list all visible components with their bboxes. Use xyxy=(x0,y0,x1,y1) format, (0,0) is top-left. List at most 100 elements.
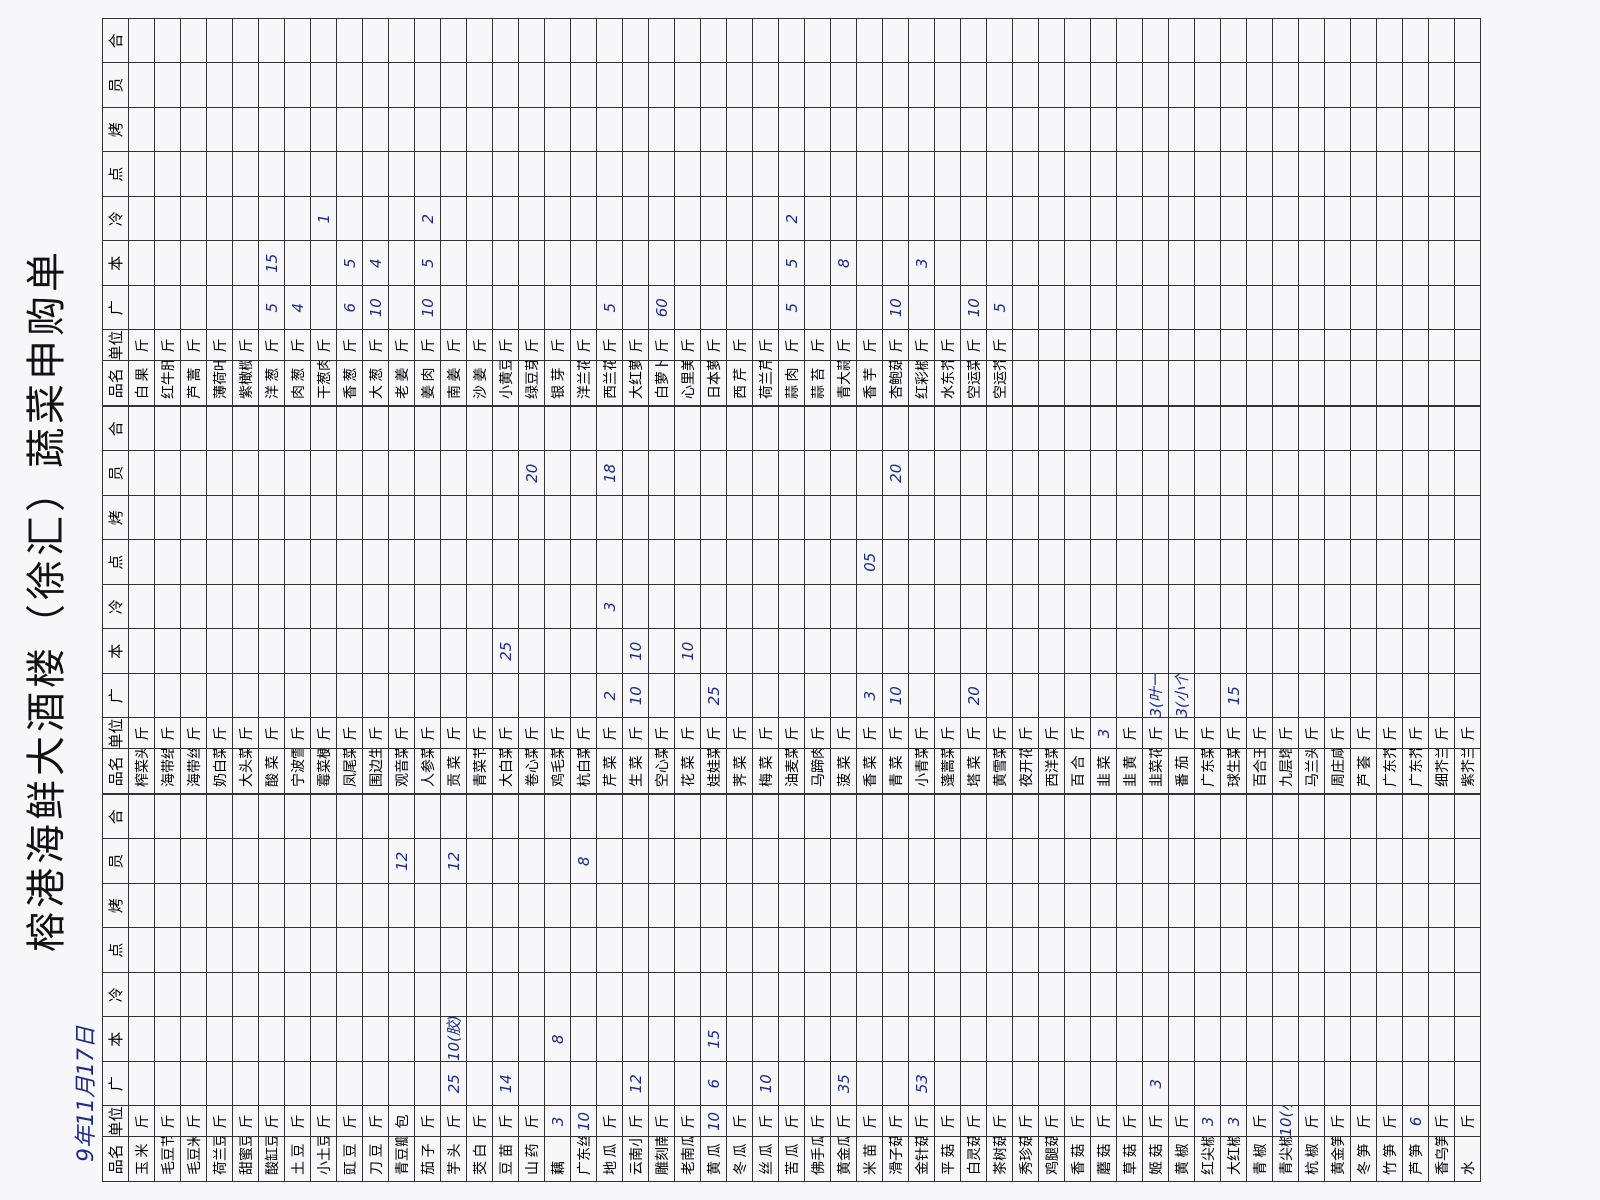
quantity xyxy=(804,928,831,973)
quantity xyxy=(232,152,259,197)
unit: 斤 xyxy=(778,718,805,749)
item-row: 奶白菜斤 xyxy=(206,406,233,794)
quantity xyxy=(622,152,649,197)
quantity xyxy=(1376,883,1403,928)
item-row: 大头菜斤 xyxy=(232,406,259,794)
unit: 斤 xyxy=(830,1106,857,1137)
item-name: 塔菜 xyxy=(960,749,987,794)
quantity: 20 xyxy=(518,451,545,496)
quantity xyxy=(180,540,207,585)
quantity xyxy=(1402,972,1429,1017)
item-row: 老姜斤 xyxy=(388,18,415,406)
quantity: 10 xyxy=(674,629,701,674)
quantity xyxy=(492,107,519,152)
quantity xyxy=(1454,107,1481,152)
unit: 斤 xyxy=(986,1106,1013,1137)
item-row: 茶树菇斤 xyxy=(986,794,1013,1182)
quantity xyxy=(466,883,493,928)
quantity xyxy=(544,406,571,451)
quantity xyxy=(310,107,337,152)
quantity xyxy=(1246,839,1273,884)
quantity xyxy=(674,928,701,973)
quantity xyxy=(1376,196,1403,241)
quantity xyxy=(284,928,311,973)
quantity xyxy=(700,152,727,197)
quantity xyxy=(1246,18,1273,63)
quantity xyxy=(804,883,831,928)
item-name: 老南瓜 xyxy=(674,1137,701,1182)
quantity: 8 xyxy=(570,839,597,884)
item-row: 娃娃菜斤 25 xyxy=(700,406,727,794)
column-header: 合 xyxy=(102,18,129,63)
unit xyxy=(1298,330,1325,361)
item-row: 山药斤 xyxy=(518,794,545,1182)
quantity xyxy=(778,972,805,1017)
quantity xyxy=(1220,107,1247,152)
quantity xyxy=(596,972,623,1017)
quantity: 35 xyxy=(830,1061,857,1106)
item-name: 洋葱 xyxy=(258,361,285,406)
quantity xyxy=(1142,196,1169,241)
quantity xyxy=(570,495,597,540)
quantity xyxy=(1324,241,1351,286)
quantity xyxy=(1324,794,1351,839)
quantity xyxy=(1194,1017,1221,1062)
quantity xyxy=(492,241,519,286)
unit: 斤 xyxy=(440,330,467,361)
quantity xyxy=(596,241,623,286)
quantity xyxy=(1324,18,1351,63)
quantity xyxy=(180,451,207,496)
quantity xyxy=(700,794,727,839)
quantity: 3 xyxy=(1142,1061,1169,1106)
item-row: 广东芥菜斤 xyxy=(1376,406,1403,794)
quantity xyxy=(1194,495,1221,540)
quantity xyxy=(388,673,415,718)
item-row: 红彩椒斤 3 xyxy=(908,18,935,406)
quantity: 18 xyxy=(596,451,623,496)
quantity xyxy=(1090,540,1117,585)
quantity xyxy=(206,285,233,330)
quantity xyxy=(804,794,831,839)
quantity xyxy=(1454,451,1481,496)
quantity xyxy=(1142,883,1169,928)
tables: 品名 单位广本冷点烤员合玉米斤毛豆节斤毛豆米斤荷兰豆斤甜蜜豆斤酸缸豆斤土豆斤小土豆… xyxy=(102,18,1481,1182)
quantity xyxy=(1324,928,1351,973)
quantity: 10 xyxy=(752,1061,779,1106)
quantity xyxy=(908,18,935,63)
quantity xyxy=(1220,1061,1247,1106)
item-row: 九层塔斤 xyxy=(1272,406,1299,794)
quantity xyxy=(492,406,519,451)
quantity xyxy=(830,63,857,108)
unit: 斤 xyxy=(700,718,727,749)
item-name xyxy=(1116,361,1143,406)
item-name: 百合王 xyxy=(1246,749,1273,794)
quantity xyxy=(414,794,441,839)
item-row: 空运菜心斤 10 xyxy=(960,18,987,406)
quantity xyxy=(154,107,181,152)
quantity xyxy=(1350,972,1377,1017)
quantity xyxy=(856,196,883,241)
unit: 斤 xyxy=(882,330,909,361)
item-name: 日本萝卜 xyxy=(700,361,727,406)
quantity xyxy=(518,928,545,973)
item-row xyxy=(1376,18,1403,406)
quantity xyxy=(1324,1061,1351,1106)
quantity xyxy=(1402,673,1429,718)
quantity xyxy=(1298,584,1325,629)
quantity xyxy=(1428,107,1455,152)
unit: 10(小条) xyxy=(1272,1106,1299,1137)
quantity: 60 xyxy=(648,285,675,330)
quantity xyxy=(856,63,883,108)
quantity xyxy=(518,883,545,928)
quantity xyxy=(1376,1061,1403,1106)
item-row: 海带丝斤 xyxy=(180,406,207,794)
item-row: 银芽斤 xyxy=(544,18,571,406)
quantity xyxy=(180,285,207,330)
quantity xyxy=(778,883,805,928)
quantity xyxy=(258,839,285,884)
item-name xyxy=(1428,361,1455,406)
quantity xyxy=(856,1061,883,1106)
quantity xyxy=(1012,63,1039,108)
quantity xyxy=(154,241,181,286)
quantity xyxy=(1220,18,1247,63)
